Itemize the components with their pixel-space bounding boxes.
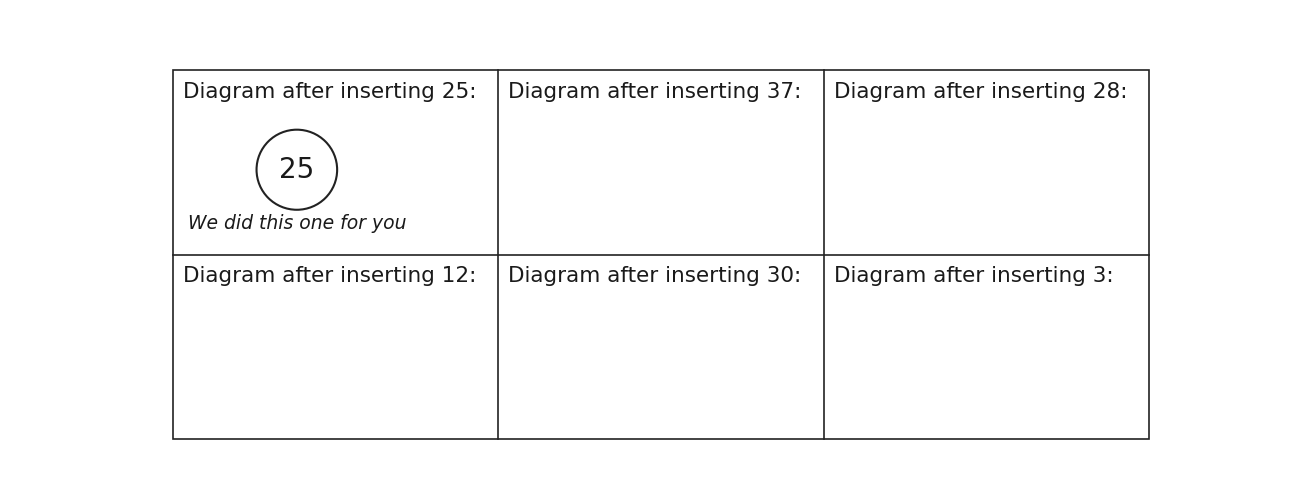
Text: 25: 25 bbox=[279, 156, 315, 184]
Text: Diagram after inserting 28:: Diagram after inserting 28: bbox=[833, 82, 1127, 102]
Text: We did this one for you: We did this one for you bbox=[187, 214, 406, 233]
Text: Diagram after inserting 12:: Diagram after inserting 12: bbox=[183, 266, 476, 286]
Text: Diagram after inserting 25:: Diagram after inserting 25: bbox=[183, 82, 477, 102]
Text: Diagram after inserting 30:: Diagram after inserting 30: bbox=[508, 266, 802, 286]
Text: Diagram after inserting 3:: Diagram after inserting 3: bbox=[833, 266, 1113, 286]
Text: Diagram after inserting 37:: Diagram after inserting 37: bbox=[508, 82, 802, 102]
